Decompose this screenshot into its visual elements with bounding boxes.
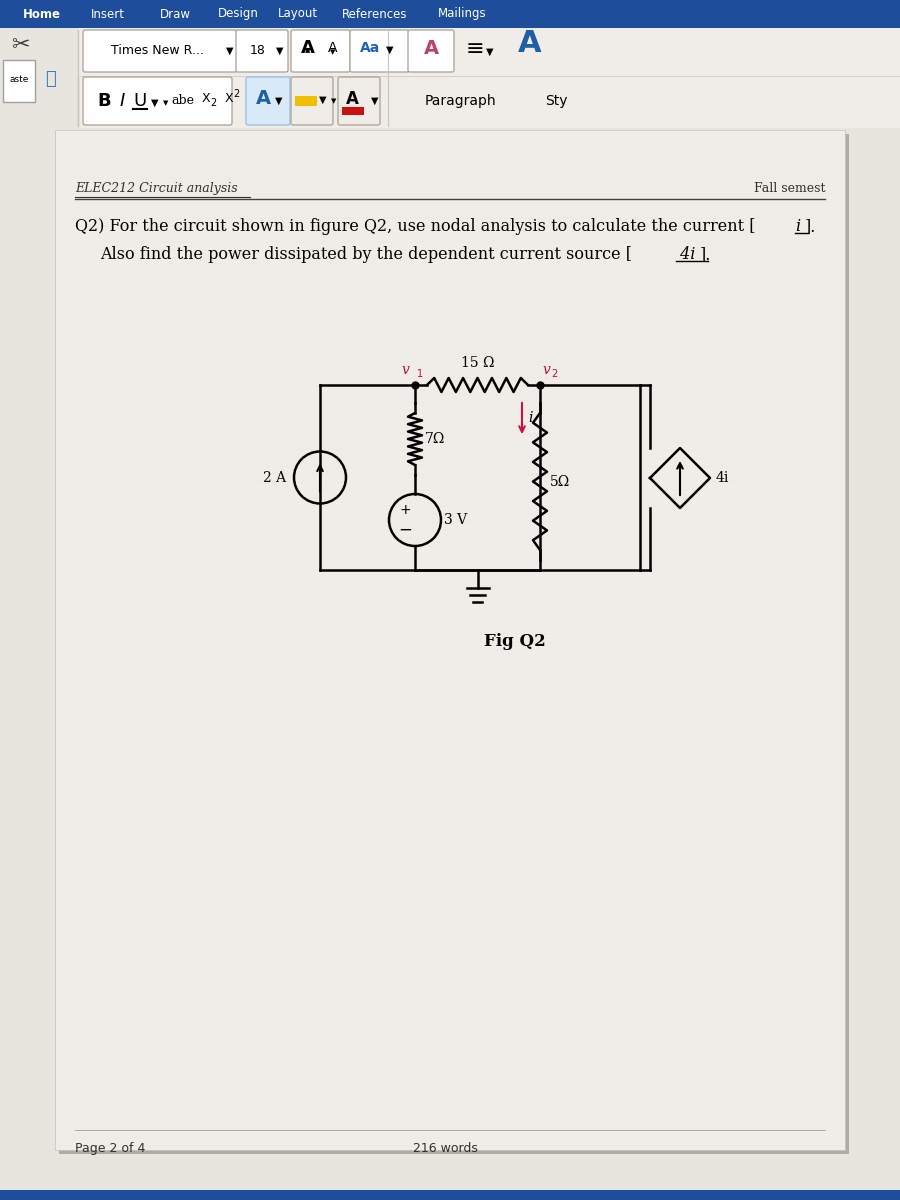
Text: Draw: Draw	[159, 7, 191, 20]
Text: References: References	[342, 7, 408, 20]
Text: Design: Design	[218, 7, 258, 20]
Text: ▼: ▼	[320, 95, 327, 104]
FancyBboxPatch shape	[408, 30, 454, 72]
Text: ▲: ▲	[305, 47, 310, 53]
Text: A: A	[518, 30, 542, 59]
Text: A: A	[256, 90, 271, 108]
Text: i: i	[528, 412, 533, 426]
Text: Page 2 of 4: Page 2 of 4	[75, 1142, 146, 1154]
FancyBboxPatch shape	[59, 134, 849, 1154]
FancyBboxPatch shape	[83, 77, 232, 125]
Text: 2 A: 2 A	[263, 470, 286, 485]
Text: aste: aste	[9, 74, 29, 84]
Text: Layout: Layout	[278, 7, 318, 20]
Text: ELEC212 Circuit analysis: ELEC212 Circuit analysis	[75, 182, 238, 194]
Text: I: I	[120, 92, 124, 110]
FancyBboxPatch shape	[0, 1190, 900, 1200]
Text: Insert: Insert	[91, 7, 125, 20]
Text: ▼: ▼	[163, 100, 168, 106]
FancyBboxPatch shape	[338, 77, 380, 125]
Text: i: i	[795, 218, 800, 235]
Text: U: U	[133, 92, 147, 110]
Text: ▼: ▼	[371, 96, 379, 106]
Text: X: X	[225, 91, 233, 104]
Text: ].: ].	[805, 218, 816, 235]
Text: ▼: ▼	[276, 46, 284, 56]
Text: ▼: ▼	[486, 47, 494, 56]
Text: 7Ω: 7Ω	[425, 432, 446, 446]
FancyBboxPatch shape	[236, 30, 288, 72]
Text: ✂: ✂	[11, 35, 30, 55]
Text: B: B	[97, 92, 111, 110]
FancyBboxPatch shape	[83, 30, 237, 72]
Text: A: A	[328, 41, 338, 55]
Text: abe: abe	[172, 95, 194, 108]
Text: X: X	[202, 92, 211, 106]
Text: Q2) For the circuit shown in figure Q2, use nodal analysis to calculate the curr: Q2) For the circuit shown in figure Q2, …	[75, 218, 755, 235]
Text: Sty: Sty	[545, 94, 568, 108]
Text: ▼: ▼	[151, 98, 158, 108]
Text: ▼: ▼	[331, 98, 337, 104]
Text: Fig Q2: Fig Q2	[484, 634, 546, 650]
Text: 🖌: 🖌	[45, 70, 56, 88]
Text: ≡: ≡	[465, 38, 484, 59]
Text: −: −	[398, 521, 412, 539]
Text: Mailings: Mailings	[437, 7, 486, 20]
Text: 4i: 4i	[716, 470, 729, 485]
FancyBboxPatch shape	[0, 28, 900, 128]
Text: ▼: ▼	[386, 44, 394, 55]
FancyBboxPatch shape	[291, 30, 350, 72]
FancyBboxPatch shape	[342, 107, 364, 115]
Text: Home: Home	[23, 7, 61, 20]
Text: +: +	[400, 503, 410, 517]
Text: 18: 18	[250, 44, 266, 58]
Text: 4i: 4i	[675, 246, 696, 263]
Text: ].: ].	[700, 246, 711, 263]
FancyBboxPatch shape	[0, 0, 900, 28]
Text: 2: 2	[233, 89, 239, 98]
Text: 2: 2	[210, 98, 216, 108]
Text: Times New R...: Times New R...	[111, 44, 203, 58]
Text: v: v	[401, 362, 409, 377]
Text: A: A	[423, 40, 438, 59]
Text: Aa: Aa	[360, 41, 380, 55]
FancyBboxPatch shape	[295, 96, 317, 106]
Text: 1: 1	[417, 370, 423, 379]
Text: Fall semest: Fall semest	[753, 182, 825, 194]
FancyBboxPatch shape	[3, 60, 35, 102]
Text: ▼: ▼	[275, 96, 283, 106]
FancyBboxPatch shape	[291, 77, 333, 125]
Text: 2: 2	[551, 370, 557, 379]
Text: ▼: ▼	[330, 49, 336, 55]
Text: Paragraph: Paragraph	[424, 94, 496, 108]
FancyBboxPatch shape	[350, 30, 409, 72]
Text: Also find the power dissipated by the dependent current source [: Also find the power dissipated by the de…	[100, 246, 632, 263]
Text: ▼: ▼	[226, 46, 234, 56]
Text: 5Ω: 5Ω	[550, 474, 571, 488]
FancyBboxPatch shape	[0, 28, 78, 128]
Text: A: A	[302, 38, 315, 56]
Text: 216 words: 216 words	[412, 1142, 477, 1154]
Text: A: A	[346, 90, 358, 108]
Text: 3 V: 3 V	[444, 514, 467, 527]
Text: 15 Ω: 15 Ω	[461, 356, 494, 370]
FancyBboxPatch shape	[246, 77, 290, 125]
Text: v: v	[542, 362, 550, 377]
FancyBboxPatch shape	[55, 130, 845, 1150]
